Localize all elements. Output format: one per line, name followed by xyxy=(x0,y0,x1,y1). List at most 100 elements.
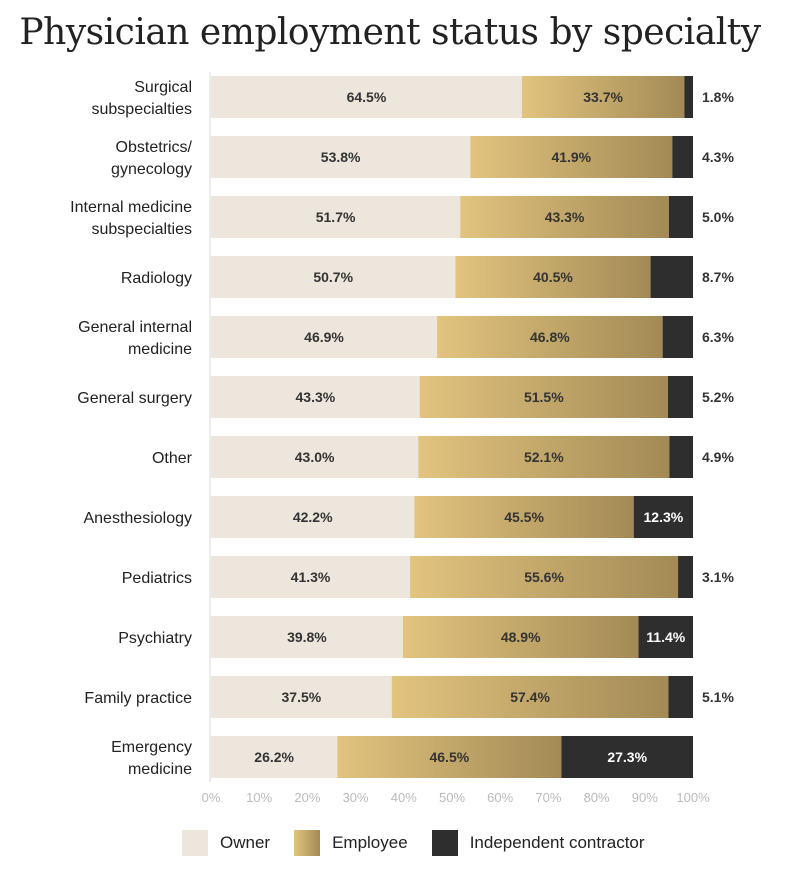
value-label-contractor: 5.2% xyxy=(702,389,734,405)
category-label: Family practice xyxy=(84,690,192,707)
value-label-contractor: 4.9% xyxy=(702,449,734,465)
value-label-employee: 46.8% xyxy=(530,329,570,345)
value-label-employee: 48.9% xyxy=(501,629,541,645)
legend-item-owner: Owner xyxy=(182,830,270,856)
bar-employee xyxy=(391,676,669,718)
value-label-contractor: 12.3% xyxy=(644,509,684,525)
category-label: General internal medicine xyxy=(78,319,192,358)
bar-employee xyxy=(521,76,685,118)
value-label-employee: 45.5% xyxy=(504,509,544,525)
bar-owner xyxy=(211,496,415,538)
value-label-owner: 46.9% xyxy=(304,329,344,345)
bar-contractor xyxy=(650,256,693,298)
x-tick-label: 40% xyxy=(391,790,417,805)
x-tick-label: 20% xyxy=(294,790,320,805)
value-label-employee: 55.6% xyxy=(524,569,564,585)
bar-owner xyxy=(211,136,471,178)
x-tick-label: 60% xyxy=(487,790,513,805)
bar-contractor xyxy=(672,136,693,178)
bar-owner xyxy=(211,556,411,598)
bar-contractor xyxy=(669,436,693,478)
value-label-contractor: 5.1% xyxy=(702,689,734,705)
category-label: Surgical subspecialties xyxy=(92,79,193,118)
value-label-owner: 43.3% xyxy=(296,389,336,405)
bar-employee xyxy=(337,736,562,778)
value-label-contractor: 3.1% xyxy=(702,569,734,585)
value-label-owner: 43.0% xyxy=(295,449,335,465)
x-tick-label: 0% xyxy=(202,790,221,805)
category-label: Obstetrics/gynecology xyxy=(111,139,193,178)
value-label-owner: 50.7% xyxy=(313,269,353,285)
bar-contractor xyxy=(633,496,693,538)
bar-owner xyxy=(211,196,461,238)
bar-contractor xyxy=(638,616,693,658)
value-label-employee: 51.5% xyxy=(524,389,564,405)
bars-layer xyxy=(211,76,693,778)
value-label-owner: 26.2% xyxy=(254,749,294,765)
chart-title: Physician employment status by specialty xyxy=(19,12,761,53)
owner-swatch xyxy=(182,830,208,856)
value-label-employee: 52.1% xyxy=(524,449,564,465)
x-tick-label: 80% xyxy=(584,790,610,805)
category-label: Emergency medicine xyxy=(111,739,192,778)
value-label-contractor: 11.4% xyxy=(646,629,685,645)
value-label-owner: 51.7% xyxy=(316,209,356,225)
bar-contractor xyxy=(561,736,693,778)
legend-item-contractor: Independent contractor xyxy=(431,830,645,856)
legend-item-employee: Employee xyxy=(294,830,408,856)
value-label-owner: 41.3% xyxy=(291,569,331,585)
employee-swatch xyxy=(294,830,321,856)
bar-employee xyxy=(455,256,651,298)
x-tick-label: 70% xyxy=(535,790,561,805)
value-label-employee: 40.5% xyxy=(533,269,573,285)
value-label-employee: 41.9% xyxy=(551,149,591,165)
bar-employee xyxy=(460,196,669,238)
legend-label-contractor: Independent contractor xyxy=(469,833,645,852)
bar-employee xyxy=(402,616,639,658)
value-label-employee: 43.3% xyxy=(545,209,585,225)
category-label: Other xyxy=(152,450,193,467)
value-label-contractor: 8.7% xyxy=(702,269,734,285)
x-tick-label: 30% xyxy=(343,790,369,805)
bar-employee xyxy=(419,376,668,418)
bar-chart: 64.5% 33.7% 1.8% Surgical subspecialties 53.8… xyxy=(70,72,734,805)
legend-label-employee: Employee xyxy=(332,833,408,852)
x-tick-label: 10% xyxy=(246,790,272,805)
value-label-owner: 37.5% xyxy=(282,689,322,705)
category-label: Radiology xyxy=(121,270,192,287)
category-label: Pediatrics xyxy=(122,570,192,587)
bar-contractor xyxy=(684,76,693,118)
value-label-employee: 33.7% xyxy=(583,89,623,105)
bar-contractor xyxy=(662,316,693,358)
bar-contractor xyxy=(668,676,693,718)
bar-owner xyxy=(211,676,392,718)
x-tick-label: 90% xyxy=(632,790,658,805)
bar-owner xyxy=(211,76,522,118)
value-label-employee: 46.5% xyxy=(429,749,469,765)
value-label-contractor: 6.3% xyxy=(702,329,734,345)
bar-owner xyxy=(211,736,338,778)
bar-employee xyxy=(418,436,670,478)
x-tick-label: 50% xyxy=(439,790,465,805)
bar-employee xyxy=(470,136,673,178)
bar-contractor xyxy=(668,196,693,238)
legend: Owner Employee Independent contractor xyxy=(182,830,669,856)
bar-employee xyxy=(414,496,634,538)
category-label: General surgery xyxy=(77,390,192,407)
value-label-contractor: 4.3% xyxy=(702,149,734,165)
value-label-owner: 64.5% xyxy=(347,89,387,105)
legend-label-owner: Owner xyxy=(220,833,271,852)
category-label: Anesthesiology xyxy=(83,510,192,527)
bar-owner xyxy=(211,316,438,358)
category-label: Psychiatry xyxy=(118,630,192,647)
value-label-owner: 39.8% xyxy=(287,629,327,645)
bar-owner xyxy=(211,436,419,478)
bar-employee xyxy=(437,316,663,358)
value-label-contractor: 5.0% xyxy=(702,209,734,225)
value-label-contractor: 1.8% xyxy=(702,89,734,105)
x-tick-label: 100% xyxy=(676,790,710,805)
bar-contractor xyxy=(667,376,693,418)
bar-employee xyxy=(410,556,679,598)
x-axis: 0% 10% 20% 30% 40% 50% 60% 70% 80% 90% 100% xyxy=(202,72,710,805)
bar-owner xyxy=(211,616,403,658)
